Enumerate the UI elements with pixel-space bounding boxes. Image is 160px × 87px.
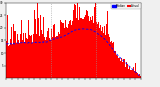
Legend: Median, Actual: Median, Actual	[111, 3, 140, 9]
